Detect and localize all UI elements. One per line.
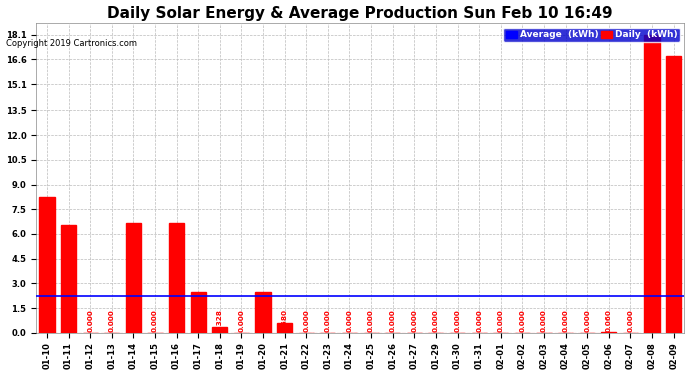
Text: 0.328: 0.328	[217, 309, 223, 332]
Text: 0.000: 0.000	[411, 310, 417, 332]
Bar	[601, 332, 616, 333]
Text: 16.820: 16.820	[671, 304, 677, 332]
Text: 0.000: 0.000	[497, 310, 504, 332]
Text: 0.000: 0.000	[368, 310, 374, 332]
Text: 6.524: 6.524	[66, 309, 72, 332]
Bar	[190, 292, 206, 333]
Text: 0.000: 0.000	[627, 310, 633, 332]
Text: 0.000: 0.000	[562, 310, 569, 332]
Text: 6.660: 6.660	[130, 309, 137, 332]
Text: 0.000: 0.000	[584, 310, 590, 332]
Text: 0.000: 0.000	[541, 310, 547, 332]
Text: 0.000: 0.000	[87, 310, 93, 332]
Text: 6.664: 6.664	[174, 309, 179, 332]
Text: Copyright 2019 Cartronics.com: Copyright 2019 Cartronics.com	[6, 39, 137, 48]
Bar	[169, 223, 184, 333]
Bar	[644, 35, 660, 333]
Text: 0.000: 0.000	[325, 310, 331, 332]
Text: 18.064: 18.064	[649, 304, 655, 332]
Title: Daily Solar Energy & Average Production Sun Feb 10 16:49: Daily Solar Energy & Average Production …	[108, 6, 613, 21]
Bar	[277, 323, 293, 333]
Text: 0.000: 0.000	[239, 310, 244, 332]
Text: 2.476: 2.476	[195, 309, 201, 332]
Bar	[255, 292, 270, 333]
Bar	[213, 327, 228, 333]
Text: 8.244: 8.244	[44, 309, 50, 332]
Text: 0.000: 0.000	[346, 310, 353, 332]
Text: 0.000: 0.000	[476, 310, 482, 332]
Bar	[126, 223, 141, 333]
Text: 0.000: 0.000	[304, 310, 309, 332]
Bar	[39, 197, 55, 333]
Bar	[61, 225, 76, 333]
Text: 0.000: 0.000	[520, 310, 525, 332]
Text: 0.000: 0.000	[152, 310, 158, 332]
Text: 0.580: 0.580	[282, 309, 288, 332]
Legend: Average  (kWh), Daily  (kWh): Average (kWh), Daily (kWh)	[504, 28, 680, 42]
Text: 0.000: 0.000	[109, 310, 115, 332]
Text: 0.000: 0.000	[455, 310, 460, 332]
Bar	[666, 56, 681, 333]
Text: 0.000: 0.000	[390, 310, 395, 332]
Text: 0.000: 0.000	[433, 310, 439, 332]
Text: 0.060: 0.060	[606, 309, 612, 332]
Text: 2.492: 2.492	[260, 309, 266, 332]
